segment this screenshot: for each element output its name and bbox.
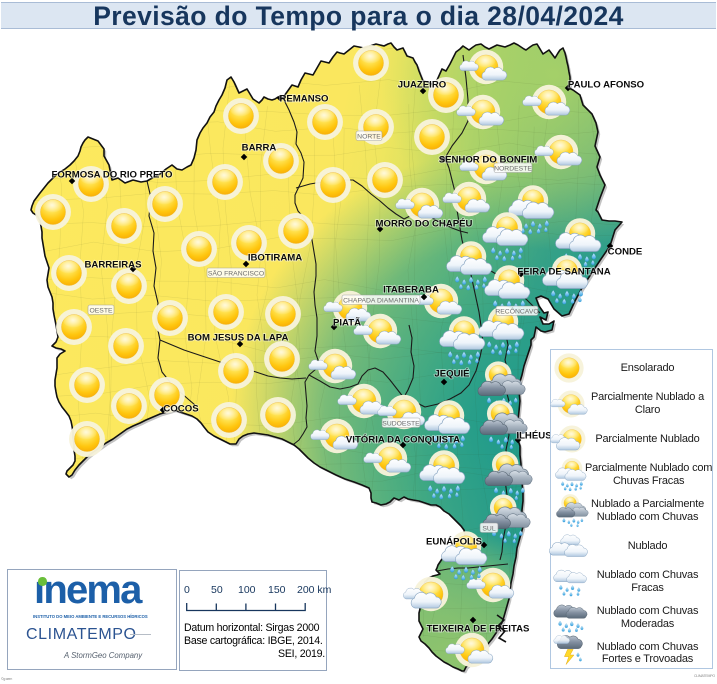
svg-text:ITABERABA: ITABERABA <box>383 285 439 296</box>
svg-text:OESTE: OESTE <box>89 308 113 315</box>
svg-text:BARRA: BARRA <box>242 143 277 154</box>
svg-text:BOM JESUS DA LAPA: BOM JESUS DA LAPA <box>188 333 289 344</box>
svg-text:JUAZEIRO: JUAZEIRO <box>398 80 447 91</box>
svg-text:SÃO FRANCISCO: SÃO FRANCISCO <box>208 269 264 278</box>
svg-text:PIATÃ: PIATÃ <box>333 318 361 329</box>
svg-text:ILHÉUS: ILHÉUS <box>516 430 552 442</box>
svg-text:EUNÁPOLIS: EUNÁPOLIS <box>426 536 483 548</box>
svg-text:SUDOESTE: SUDOESTE <box>382 421 420 428</box>
svg-text:MORRO DO CHAPÉU: MORRO DO CHAPÉU <box>375 218 472 230</box>
svg-text:SUL: SUL <box>482 526 495 533</box>
svg-text:RECÔNCAVO: RECÔNCAVO <box>495 307 538 316</box>
svg-text:VITÓRIA DA CONQUISTA: VITÓRIA DA CONQUISTA <box>346 434 460 446</box>
svg-text:FORMOSA DO RIO PRETO: FORMOSA DO RIO PRETO <box>52 170 174 181</box>
svg-text:SENHOR DO BONFIM: SENHOR DO BONFIM <box>439 155 538 166</box>
svg-text:BARREIRAS: BARREIRAS <box>84 260 142 271</box>
svg-text:PAULO AFONSO: PAULO AFONSO <box>568 80 645 91</box>
svg-text:FEIRA DE SANTANA: FEIRA DE SANTANA <box>517 267 610 278</box>
svg-text:CHAPADA DIAMANTINA: CHAPADA DIAMANTINA <box>343 298 419 305</box>
svg-text:JEQUIÉ: JEQUIÉ <box>434 368 470 380</box>
svg-text:TEIXEIRA DE FREITAS: TEIXEIRA DE FREITAS <box>427 624 530 635</box>
svg-text:IBOTIRAMA: IBOTIRAMA <box>248 253 302 264</box>
svg-text:NORDESTE: NORDESTE <box>494 166 532 173</box>
svg-text:COCOS: COCOS <box>163 404 199 415</box>
svg-text:CONDE: CONDE <box>608 247 643 258</box>
svg-text:REMANSO: REMANSO <box>279 94 329 105</box>
svg-text:NORTE: NORTE <box>357 134 381 141</box>
